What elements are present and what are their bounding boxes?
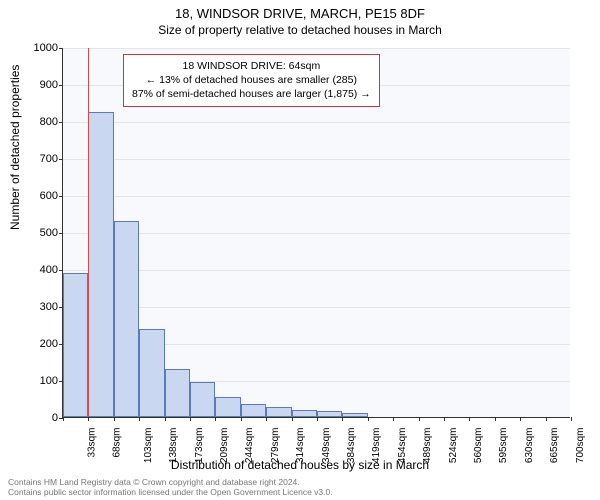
y-tick-label: 500 [22, 227, 58, 239]
histogram-bar [114, 221, 139, 417]
gridline [63, 196, 570, 197]
x-tick-label: 349sqm [321, 428, 332, 464]
histogram-bar [190, 382, 215, 417]
x-tick-mark [292, 417, 293, 421]
x-tick-label: 595sqm [498, 428, 509, 464]
histogram-bar [88, 112, 113, 417]
x-tick-mark [520, 417, 521, 421]
footer-attribution: Contains HM Land Registry data © Crown c… [8, 477, 592, 498]
footer-line-1: Contains HM Land Registry data © Crown c… [8, 477, 592, 488]
x-tick-mark [546, 417, 547, 421]
y-tick-mark [59, 270, 63, 271]
histogram-bar [342, 413, 367, 417]
info-line-1: 18 WINDSOR DRIVE: 64sqm [132, 59, 371, 73]
x-tick-label: 103sqm [143, 428, 154, 464]
histogram-bar [215, 397, 240, 417]
y-axis-label: Number of detached properties [8, 65, 22, 230]
page-subtitle: Size of property relative to detached ho… [0, 21, 600, 37]
gridline [63, 48, 570, 49]
x-tick-label: 489sqm [422, 428, 433, 464]
gridline [63, 159, 570, 160]
y-tick-label: 0 [22, 412, 58, 424]
x-tick-mark [241, 417, 242, 421]
x-tick-label: 665sqm [549, 428, 560, 464]
y-tick-label: 400 [22, 264, 58, 276]
x-tick-mark [190, 417, 191, 421]
x-tick-mark [114, 417, 115, 421]
chart-plot-area: 18 WINDSOR DRIVE: 64sqm← 13% of detached… [62, 48, 570, 418]
x-tick-label: 630sqm [524, 428, 535, 464]
x-tick-mark [342, 417, 343, 421]
x-tick-mark [88, 417, 89, 421]
x-tick-label: 33sqm [87, 428, 98, 458]
histogram-bar [63, 273, 88, 417]
histogram-bar [292, 410, 317, 417]
y-tick-label: 700 [22, 153, 58, 165]
histogram-bar [241, 404, 266, 417]
info-line-2: ← 13% of detached houses are smaller (28… [132, 73, 371, 87]
y-tick-label: 100 [22, 375, 58, 387]
x-tick-mark [368, 417, 369, 421]
page-title: 18, WINDSOR DRIVE, MARCH, PE15 8DF [0, 0, 600, 21]
x-tick-mark [393, 417, 394, 421]
x-tick-mark [571, 417, 572, 421]
x-tick-label: 209sqm [219, 428, 230, 464]
x-tick-mark [317, 417, 318, 421]
y-tick-label: 600 [22, 190, 58, 202]
y-tick-mark [59, 85, 63, 86]
footer-line-2: Contains public sector information licen… [8, 487, 592, 498]
y-tick-mark [59, 196, 63, 197]
y-tick-mark [59, 159, 63, 160]
x-tick-label: 524sqm [448, 428, 459, 464]
x-tick-mark [444, 417, 445, 421]
x-tick-label: 314sqm [295, 428, 306, 464]
y-tick-label: 800 [22, 116, 58, 128]
x-tick-label: 68sqm [112, 428, 123, 458]
x-tick-mark [419, 417, 420, 421]
histogram-bar [165, 369, 190, 417]
gridline [63, 122, 570, 123]
x-tick-mark [63, 417, 64, 421]
x-tick-label: 419sqm [371, 428, 382, 464]
histogram-bar [266, 407, 291, 417]
x-tick-label: 138sqm [168, 428, 179, 464]
x-tick-mark [495, 417, 496, 421]
x-tick-label: 244sqm [244, 428, 255, 464]
info-line-3: 87% of semi-detached houses are larger (… [132, 87, 371, 101]
x-tick-label: 173sqm [194, 428, 205, 464]
y-tick-label: 1000 [22, 42, 58, 54]
histogram-bar [139, 329, 164, 417]
x-tick-label: 700sqm [575, 428, 586, 464]
x-tick-mark [266, 417, 267, 421]
x-tick-mark [165, 417, 166, 421]
y-tick-label: 300 [22, 301, 58, 313]
x-tick-mark [469, 417, 470, 421]
y-tick-mark [59, 48, 63, 49]
x-tick-label: 560sqm [473, 428, 484, 464]
x-tick-label: 454sqm [397, 428, 408, 464]
histogram-bar [317, 411, 342, 417]
x-tick-mark [215, 417, 216, 421]
y-tick-mark [59, 233, 63, 234]
x-tick-label: 384sqm [346, 428, 357, 464]
y-tick-mark [59, 122, 63, 123]
x-tick-mark [139, 417, 140, 421]
property-info-box: 18 WINDSOR DRIVE: 64sqm← 13% of detached… [123, 54, 380, 107]
property-marker-line [88, 48, 89, 417]
y-tick-label: 900 [22, 79, 58, 91]
y-tick-label: 200 [22, 338, 58, 350]
x-tick-label: 279sqm [270, 428, 281, 464]
